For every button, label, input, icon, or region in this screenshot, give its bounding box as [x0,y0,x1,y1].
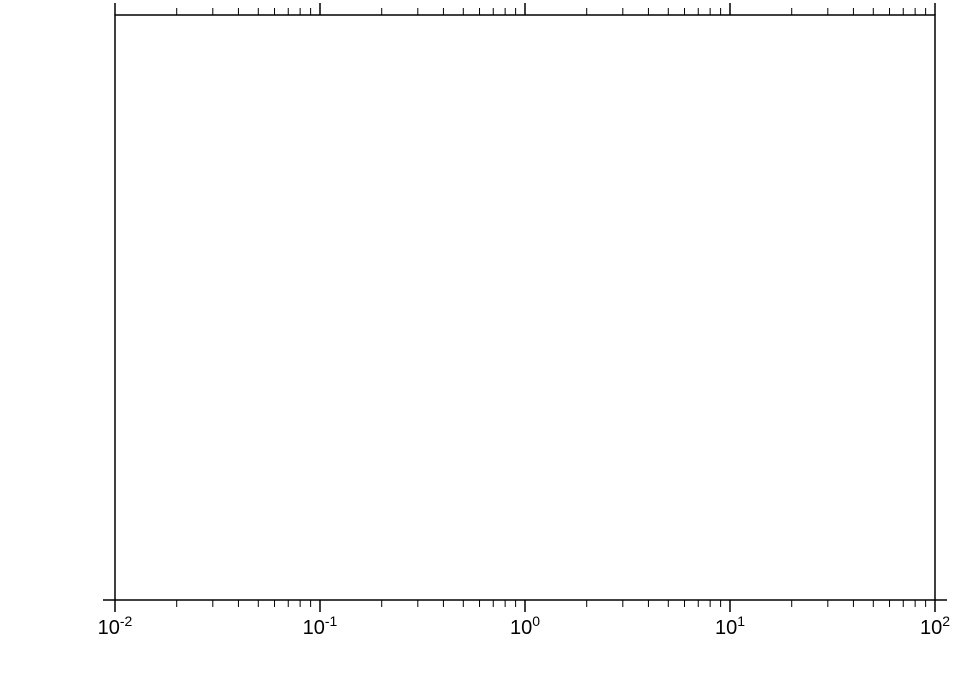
plot-frame [115,15,935,600]
chart-container: 10-2 10-1 100 101 102 [0,0,968,682]
scatter-chart: 10-2 10-1 100 101 102 [0,0,968,682]
x-tick-label: 102 [920,613,950,639]
x-tick-label: 100 [510,613,540,639]
x-tick-label: 10-2 [98,613,133,639]
x-tick-label: 101 [715,613,745,639]
x-tick-label: 10-1 [303,613,338,639]
